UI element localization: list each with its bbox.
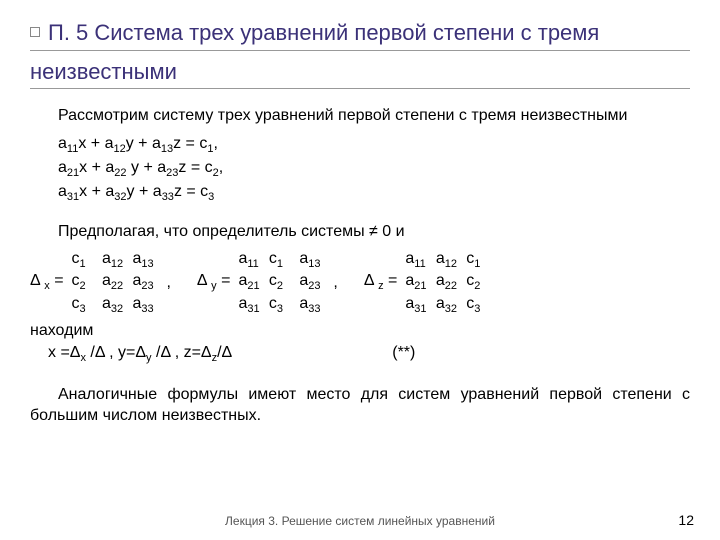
slide-body: Рассмотрим систему трех уравнений первой… bbox=[30, 105, 690, 427]
delta-x-label: Δ x = bbox=[30, 270, 64, 294]
delta-z-label: Δ z = bbox=[364, 270, 398, 294]
title-row-2: неизвестными bbox=[30, 57, 690, 90]
eq-marker: (**) bbox=[392, 342, 415, 366]
delta-y-label: Δ y = bbox=[197, 270, 231, 294]
matrix-y: a11 c1 a13 a21 c2 a23 a31 c3 a33 bbox=[238, 249, 325, 316]
eq-3: a31x + a32y + a33z = c3 bbox=[58, 181, 690, 205]
bullet-square-icon bbox=[30, 27, 40, 37]
footer-text: Лекция 3. Решение систем линейных уравне… bbox=[0, 514, 720, 528]
find-line: находим bbox=[30, 320, 690, 342]
slide-title: П. 5 Система трех уравнений первой степе… bbox=[30, 18, 690, 89]
delta-y-group: Δ y = a11 c1 a13 a21 c2 a23 a31 c3 a33 , bbox=[197, 249, 338, 316]
eq-1: a11x + a12y + a13z = c1, bbox=[58, 133, 690, 157]
delta-z-group: Δ z = a11 a12 c1 a21 a22 c2 a31 a32 c3 bbox=[364, 249, 492, 316]
title-text-1: П. 5 Система трех уравнений первой степе… bbox=[48, 20, 599, 45]
matrix-z: a11 a12 c1 a21 a22 c2 a31 a32 c3 bbox=[405, 249, 492, 316]
equation-system: a11x + a12y + a13z = c1, a21x + a22 y + … bbox=[58, 133, 690, 205]
title-row-1: П. 5 Система трех уравнений первой степе… bbox=[30, 18, 690, 51]
title-text-2: неизвестными bbox=[30, 59, 177, 84]
conclusion-para: Аналогичные формулы имеют место для сист… bbox=[30, 384, 690, 427]
assume-line: Предполагая, что определитель системы ≠ … bbox=[30, 221, 690, 243]
matrix-x: c1 a12 a13 c2 a22 a23 c3 a32 a33 bbox=[72, 249, 159, 316]
eq-2: a21x + a22 y + a23z = c2, bbox=[58, 157, 690, 181]
intro-para: Рассмотрим систему трех уравнений первой… bbox=[30, 105, 690, 127]
page-number: 12 bbox=[678, 512, 694, 528]
determinants-row: Δ x = c1 a12 a13 c2 a22 a23 c3 a32 a33 ,… bbox=[30, 249, 690, 316]
slide: П. 5 Система трех уравнений первой степе… bbox=[0, 0, 720, 540]
solutions-line: x =Δx /Δ , y=Δy /Δ , z=Δz/Δ (**) bbox=[30, 342, 690, 366]
delta-x-group: Δ x = c1 a12 a13 c2 a22 a23 c3 a32 a33 , bbox=[30, 249, 171, 316]
solutions-formulas: x =Δx /Δ , y=Δy /Δ , z=Δz/Δ bbox=[48, 342, 232, 366]
